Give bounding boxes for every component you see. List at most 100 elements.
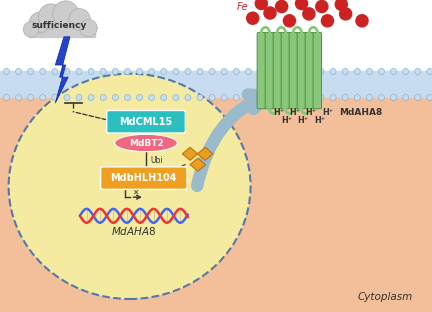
Circle shape [276, 0, 288, 12]
Text: MdbHLH104: MdbHLH104 [111, 173, 177, 183]
Bar [29, 27, 95, 37]
Circle shape [16, 68, 22, 75]
Circle shape [306, 95, 312, 100]
Text: H⁺: H⁺ [322, 108, 333, 117]
Circle shape [342, 95, 348, 100]
Circle shape [330, 95, 336, 100]
Circle shape [233, 68, 239, 75]
Circle shape [270, 95, 276, 100]
Text: MdCML15: MdCML15 [119, 117, 173, 127]
Circle shape [354, 95, 360, 100]
Circle shape [88, 95, 94, 100]
Text: MdBT2: MdBT2 [129, 139, 163, 148]
Circle shape [403, 95, 409, 100]
Circle shape [197, 68, 203, 75]
Circle shape [40, 95, 46, 100]
Circle shape [112, 68, 118, 75]
Circle shape [221, 68, 227, 75]
Text: ✕: ✕ [132, 187, 138, 196]
Circle shape [247, 12, 259, 24]
Circle shape [100, 95, 106, 100]
Circle shape [257, 95, 264, 100]
Text: H⁺: H⁺ [298, 116, 309, 125]
Circle shape [255, 0, 267, 10]
Circle shape [378, 95, 384, 100]
Circle shape [38, 4, 64, 29]
Circle shape [318, 68, 324, 75]
Circle shape [403, 68, 409, 75]
Circle shape [415, 95, 421, 100]
Circle shape [335, 0, 347, 10]
Circle shape [3, 68, 10, 75]
Circle shape [64, 95, 70, 100]
FancyBboxPatch shape [313, 32, 321, 109]
Polygon shape [190, 158, 206, 171]
Circle shape [161, 95, 167, 100]
Polygon shape [197, 147, 213, 160]
Circle shape [76, 68, 82, 75]
Circle shape [221, 95, 227, 100]
Circle shape [427, 95, 432, 100]
Circle shape [185, 68, 191, 75]
Circle shape [149, 95, 155, 100]
Circle shape [173, 95, 179, 100]
Ellipse shape [114, 134, 177, 152]
FancyBboxPatch shape [305, 32, 314, 109]
Circle shape [378, 68, 384, 75]
Bar [0, 71, 432, 97]
Circle shape [52, 68, 58, 75]
Circle shape [29, 12, 50, 33]
Circle shape [294, 68, 300, 75]
Circle shape [80, 19, 97, 37]
Circle shape [161, 68, 167, 75]
Circle shape [149, 68, 155, 75]
FancyBboxPatch shape [281, 32, 289, 109]
Circle shape [245, 95, 251, 100]
FancyBboxPatch shape [257, 32, 266, 109]
Text: Ubi: Ubi [150, 156, 163, 165]
Circle shape [427, 68, 432, 75]
Circle shape [233, 95, 239, 100]
Circle shape [124, 68, 130, 75]
Text: H⁺: H⁺ [314, 116, 325, 125]
Circle shape [28, 68, 34, 75]
Circle shape [282, 95, 288, 100]
Bar [0, 0, 432, 71]
Circle shape [137, 95, 143, 100]
Ellipse shape [9, 74, 251, 299]
Circle shape [264, 7, 276, 19]
Circle shape [295, 0, 308, 10]
FancyBboxPatch shape [101, 167, 187, 189]
Circle shape [124, 95, 130, 100]
Circle shape [173, 68, 179, 75]
Circle shape [321, 15, 334, 27]
Circle shape [52, 95, 58, 100]
Circle shape [415, 68, 421, 75]
Circle shape [391, 68, 397, 75]
Circle shape [100, 68, 106, 75]
Circle shape [245, 68, 251, 75]
Circle shape [53, 1, 79, 27]
Circle shape [340, 8, 352, 20]
Text: H⁺: H⁺ [281, 116, 292, 125]
Circle shape [28, 95, 34, 100]
FancyBboxPatch shape [107, 110, 185, 133]
Circle shape [356, 15, 368, 27]
Circle shape [318, 95, 324, 100]
FancyBboxPatch shape [273, 32, 282, 109]
Text: Fe: Fe [237, 2, 248, 12]
Text: MdAHA8: MdAHA8 [340, 108, 383, 117]
Circle shape [366, 68, 372, 75]
Circle shape [3, 95, 10, 100]
Text: sufficiency: sufficiency [32, 21, 87, 30]
FancyBboxPatch shape [297, 32, 305, 109]
Circle shape [282, 68, 288, 75]
Circle shape [76, 95, 82, 100]
Circle shape [69, 9, 90, 30]
Circle shape [40, 68, 46, 75]
Circle shape [316, 0, 328, 12]
Circle shape [366, 95, 372, 100]
Polygon shape [55, 37, 70, 103]
Circle shape [197, 95, 203, 100]
Text: Cytoplasm: Cytoplasm [357, 292, 413, 302]
